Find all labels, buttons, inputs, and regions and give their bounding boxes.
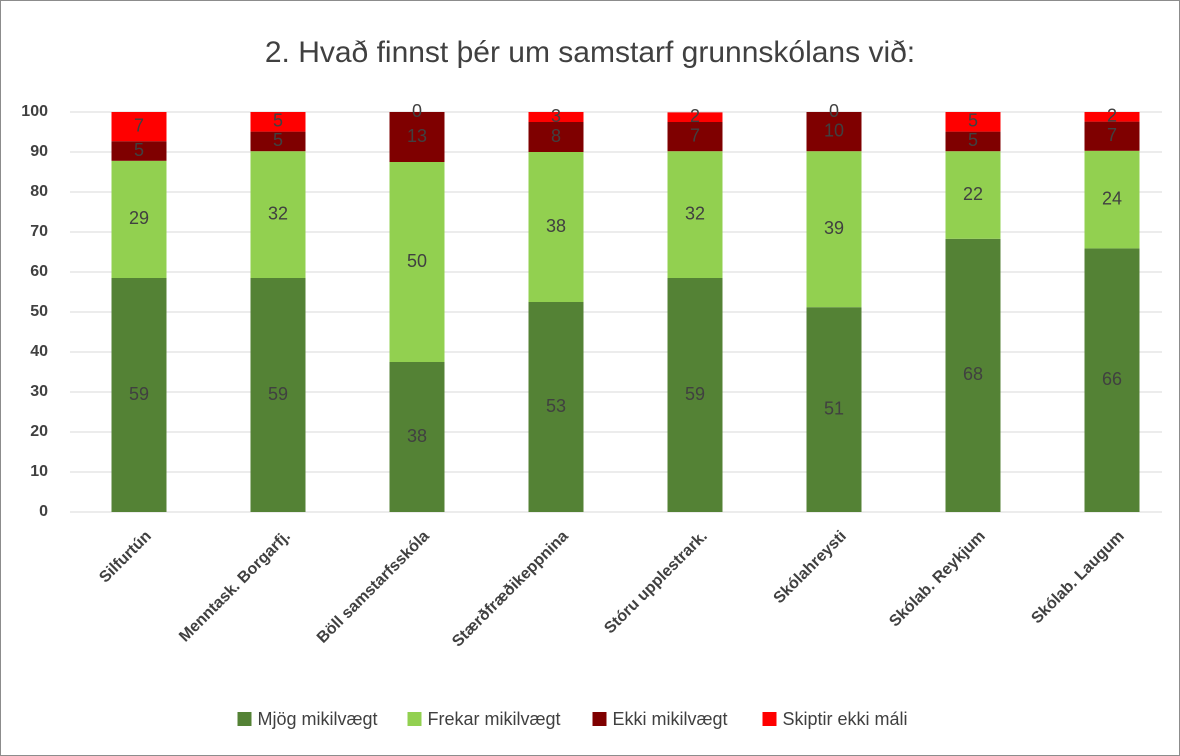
bar-segment [806,112,862,152]
y-tick-label: 90 [30,143,48,160]
data-label: 24 [1102,188,1122,208]
data-label: 5 [273,130,283,150]
bar-segment [389,162,445,362]
data-label: 29 [129,208,149,228]
data-label: 39 [824,218,844,238]
data-label: 0 [412,101,422,121]
data-label: 59 [685,384,705,404]
legend-label: Ekki mikilvægt [613,709,728,729]
y-tick-label: 50 [30,303,48,320]
data-label: 38 [546,216,566,236]
bar-segment [111,160,167,278]
bar-segment [945,131,1001,152]
data-label: 8 [551,126,561,146]
legend-label: Frekar mikilvægt [428,709,561,729]
legend-swatch [592,712,607,726]
data-label: 2 [1107,106,1117,126]
data-label: 59 [268,384,288,404]
bar-segment [528,122,584,152]
data-label: 5 [273,111,283,131]
y-tick-label: 30 [30,383,48,400]
y-tick-label: 80 [30,183,48,200]
bar-segment [111,112,167,142]
data-label: 22 [963,184,983,204]
bar-segment [389,362,445,512]
data-label: 0 [829,101,839,121]
data-label: 3 [551,106,561,126]
data-label: 5 [134,140,144,160]
bar-segment [1084,248,1140,512]
bar-segment [111,141,167,161]
data-label: 7 [690,125,700,145]
bar-segment [528,112,584,122]
data-label: 7 [134,115,144,135]
y-tick-label: 0 [39,503,48,520]
data-label: 38 [407,426,427,446]
data-label: 32 [685,203,705,223]
bar-segment [250,278,306,512]
y-tick-label: 40 [30,343,48,360]
bar-segment [1084,112,1140,122]
legend-label: Skiptir ekki máli [783,709,908,729]
bar-segment [667,112,723,122]
y-tick-label: 70 [30,223,48,240]
data-label: 13 [407,126,427,146]
y-tick-label: 10 [30,463,48,480]
legend-swatch [762,712,777,726]
bar-segment [945,151,1001,239]
bar-segment [1084,121,1140,151]
data-label: 53 [546,396,566,416]
data-label: 10 [824,120,844,140]
data-label: 51 [824,398,844,418]
bar-segment [250,112,306,132]
legend-swatch [407,712,422,726]
y-tick-label: 100 [21,103,48,120]
data-label: 66 [1102,369,1122,389]
bar-segment [1084,150,1140,249]
bar-segment [528,302,584,512]
chart-title: 2. Hvað finnst þér um samstarf grunnskól… [265,36,915,69]
bar-segment [667,278,723,512]
data-label: 59 [129,384,149,404]
bar-segment [250,151,306,278]
bar-segment [389,112,445,162]
data-label: 68 [963,364,983,384]
data-label: 5 [968,111,978,131]
bar-segment [945,112,1001,132]
bar-segment [667,151,723,278]
data-label: 5 [968,130,978,150]
data-label: 32 [268,203,288,223]
data-label: 2 [690,106,700,126]
legend-label: Mjög mikilvægt [258,709,378,729]
data-label: 7 [1107,125,1117,145]
bar-segment [806,151,862,308]
bar-segment [806,307,862,512]
bar-segment [945,238,1001,513]
bar-segment [528,152,584,302]
bar-segment [111,278,167,512]
legend-swatch [237,712,252,726]
bar-segment [667,122,723,152]
bar-segment [250,131,306,152]
y-tick-label: 60 [30,263,48,280]
y-tick-label: 20 [30,423,48,440]
data-label: 50 [407,251,427,271]
